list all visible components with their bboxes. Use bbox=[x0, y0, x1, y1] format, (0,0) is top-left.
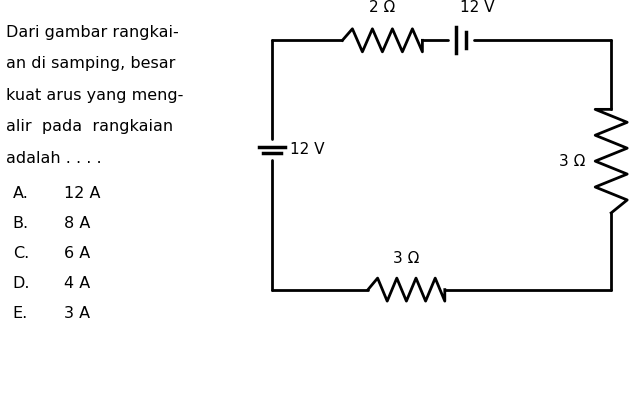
Text: alir  pada  rangkaian: alir pada rangkaian bbox=[6, 119, 173, 134]
Text: 4 A: 4 A bbox=[64, 276, 90, 291]
Text: 3 Ω: 3 Ω bbox=[559, 154, 586, 169]
Text: 2 Ω: 2 Ω bbox=[369, 0, 396, 15]
Text: 12 V: 12 V bbox=[290, 142, 324, 157]
Text: D.: D. bbox=[13, 276, 30, 291]
Text: 12 A: 12 A bbox=[64, 186, 100, 201]
Text: 12 V: 12 V bbox=[460, 0, 494, 15]
Text: 8 A: 8 A bbox=[64, 216, 90, 231]
Text: 3 A: 3 A bbox=[64, 306, 90, 321]
Text: kuat arus yang meng-: kuat arus yang meng- bbox=[6, 88, 184, 103]
Text: A.: A. bbox=[13, 186, 29, 201]
Text: C.: C. bbox=[13, 246, 29, 261]
Text: B.: B. bbox=[13, 216, 29, 231]
Text: 6 A: 6 A bbox=[64, 246, 90, 261]
Text: an di samping, besar: an di samping, besar bbox=[6, 56, 176, 71]
Text: Dari gambar rangkai-: Dari gambar rangkai- bbox=[6, 25, 179, 40]
Text: 3 Ω: 3 Ω bbox=[393, 251, 420, 266]
Text: adalah . . . .: adalah . . . . bbox=[6, 151, 102, 166]
Text: E.: E. bbox=[13, 306, 28, 321]
